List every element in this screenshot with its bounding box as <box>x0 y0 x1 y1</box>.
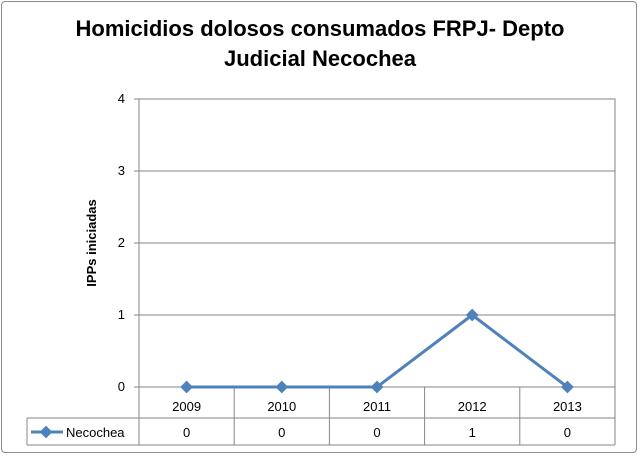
legend-marker <box>39 425 53 439</box>
data-point <box>370 380 384 394</box>
chart-title-line-1: Homicidios dolosos consumados FRPJ- Dept… <box>75 16 565 41</box>
y-tick-label: 1 <box>118 307 125 322</box>
data-point <box>180 380 193 394</box>
x-tick-label: 2011 <box>363 399 391 414</box>
chart-title-line-2: Judicial Necochea <box>224 46 416 71</box>
y-tick-label: 2 <box>118 235 125 250</box>
data-point <box>275 380 289 394</box>
table-cell-value: 1 <box>469 425 476 440</box>
table-cell-value: 0 <box>183 425 190 440</box>
table-cell-value: 0 <box>278 425 285 440</box>
x-tick-label: 2010 <box>267 399 296 414</box>
x-tick-label: 2009 <box>172 399 201 414</box>
y-tick-label: 0 <box>118 379 125 394</box>
chart-title: Homicidios dolosos consumados FRPJ- Dept… <box>0 14 640 74</box>
series-line-necochea <box>186 313 569 389</box>
y-tick-label: 3 <box>118 163 125 178</box>
x-tick-label: 2013 <box>553 399 582 414</box>
table-cell-value: 0 <box>373 425 380 440</box>
data-point <box>465 308 479 322</box>
x-tick-label: 2012 <box>458 399 487 414</box>
y-axis-title: IPPs iniciadas <box>84 199 99 286</box>
y-tick-label: 4 <box>118 91 125 106</box>
table-cell-value: 0 <box>564 425 571 440</box>
legend-label: Necochea <box>66 425 125 440</box>
